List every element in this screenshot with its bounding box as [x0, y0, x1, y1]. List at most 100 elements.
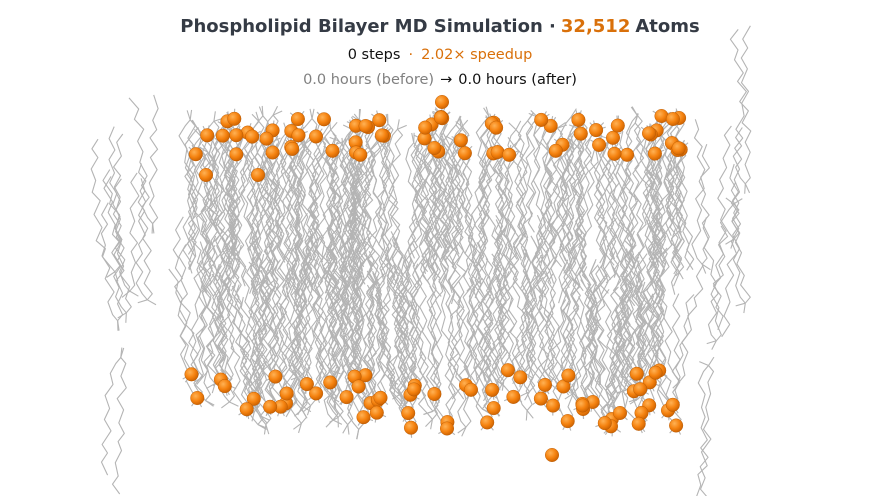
phosphate: [309, 129, 324, 144]
lipid-tail: [260, 142, 277, 275]
phosphate: [227, 111, 242, 126]
lipid-tail: [619, 132, 650, 278]
branch: [496, 380, 501, 391]
branch: [630, 106, 638, 116]
branch: [459, 117, 462, 128]
lipid-tail: [369, 260, 405, 406]
phosphate: [246, 391, 261, 406]
lipid-tail: [231, 285, 255, 412]
lipid-tail: [129, 172, 140, 292]
branch: [303, 136, 311, 146]
phosphate: [633, 382, 648, 397]
branch: [309, 108, 313, 119]
branch: [297, 405, 304, 416]
phosphate: [372, 113, 387, 128]
phosphate: [506, 389, 521, 404]
lipid-tail: [310, 234, 324, 394]
branch: [211, 383, 216, 394]
branch: [744, 183, 746, 194]
lipid-tail: [350, 118, 365, 236]
time-before: 0.0 hours (before): [303, 72, 434, 88]
phosphate: [184, 367, 199, 382]
branch: [263, 424, 267, 435]
lipid-tail: [497, 151, 527, 316]
lipid-tail: [679, 265, 704, 382]
lipid-tail: [605, 125, 619, 278]
lipid-tail: [369, 135, 384, 251]
branch: [711, 340, 717, 350]
lipid-tail: [375, 128, 404, 293]
lipid-tail: [619, 279, 639, 400]
branch: [397, 124, 407, 130]
phosphate: [404, 420, 419, 435]
lipid-tails: [90, 25, 752, 496]
phosphate: [356, 410, 371, 425]
lipid-tail: [712, 203, 735, 330]
lipid-tail: [189, 197, 216, 375]
lipid-tail: [324, 272, 340, 418]
phosphate: [259, 131, 274, 146]
phosphate: [200, 128, 215, 143]
lipid-tail: [397, 294, 412, 429]
phosphate: [648, 365, 663, 380]
lipid-tail: [438, 228, 459, 392]
lipid-tail: [135, 178, 148, 301]
branch: [743, 303, 746, 314]
lipid-tail: [445, 294, 465, 423]
phosphate: [629, 366, 644, 381]
branch: [451, 390, 459, 400]
lipid-tail: [377, 231, 399, 380]
phosphate: [610, 118, 625, 133]
phosphate: [457, 146, 472, 161]
phosphate: [453, 133, 468, 148]
branch: [515, 120, 522, 130]
lipid-tail: [324, 144, 337, 294]
lipid-tail: [672, 294, 695, 406]
phosphate: [369, 405, 384, 420]
lipid-tail: [578, 129, 603, 287]
lipid-tail: [330, 204, 350, 371]
lipid-tail: [205, 135, 224, 297]
branch: [358, 109, 361, 120]
lipid-tail: [495, 215, 526, 374]
branch: [342, 138, 347, 148]
branch: [290, 375, 301, 381]
lipid-tail: [224, 234, 235, 403]
lipid-tail: [562, 259, 574, 376]
lipid-tail: [566, 128, 585, 247]
phosphate: [573, 126, 588, 141]
branch: [106, 271, 116, 278]
branch: [744, 183, 751, 194]
branch: [272, 110, 283, 116]
phosphate: [285, 141, 300, 156]
branch: [557, 121, 566, 129]
lipid-tail: [356, 135, 385, 268]
branch: [425, 419, 433, 427]
phosphate: [188, 147, 203, 162]
lipid-tail: [646, 232, 667, 371]
lipid-tail: [248, 279, 266, 398]
branch: [129, 290, 139, 297]
branch: [206, 383, 216, 389]
branch: [706, 340, 717, 345]
lipid-tail: [437, 227, 464, 392]
lipid-tail: [697, 365, 709, 496]
lipid-tail: [491, 253, 514, 398]
phosphate: [291, 128, 306, 143]
lipid-tail: [148, 94, 159, 224]
lipid-tail: [211, 235, 233, 385]
phosphate: [502, 147, 517, 162]
phosphate: [669, 418, 684, 433]
lipid-tail: [729, 163, 751, 304]
phosphate: [548, 143, 563, 158]
lipid-tail: [420, 116, 447, 273]
arrow: →: [440, 72, 452, 88]
lipid-tail: [552, 150, 566, 304]
branch: [261, 105, 264, 116]
branch: [330, 369, 341, 375]
branch: [221, 401, 230, 409]
lipid-tail: [269, 152, 287, 283]
lipid-tail: [260, 253, 276, 408]
lipid-tail: [188, 153, 202, 274]
phosphate: [309, 386, 324, 401]
